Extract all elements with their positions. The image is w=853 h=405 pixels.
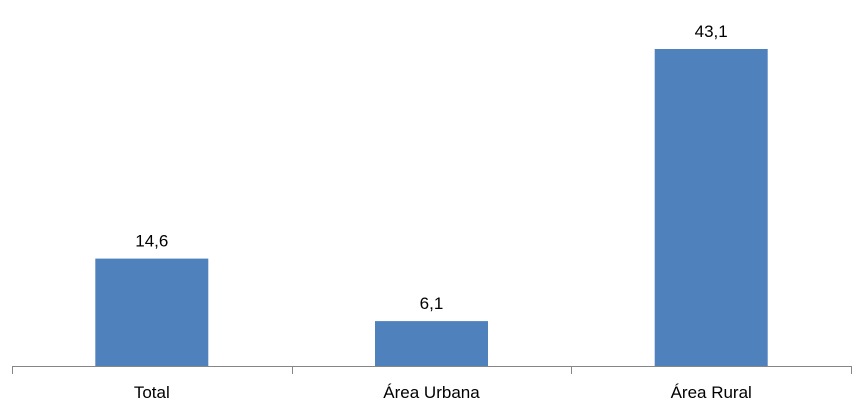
data-label: 43,1: [695, 22, 728, 41]
data-label: 6,1: [420, 294, 444, 313]
bar--rea-rural: [654, 49, 768, 366]
bar-total: [95, 258, 209, 366]
bar--rea-urbana: [375, 321, 488, 366]
data-labels-layer: 14,6 6,1 43,1: [135, 22, 727, 313]
bars-layer: [95, 49, 768, 366]
x-tick-label: Total: [134, 383, 170, 402]
x-tick-label: Área Urbana: [383, 383, 480, 402]
data-label: 14,6: [135, 232, 168, 251]
x-tick-label: Área Rural: [671, 383, 752, 402]
x-axis: Total Área Urbana Área Rural: [12, 366, 852, 402]
